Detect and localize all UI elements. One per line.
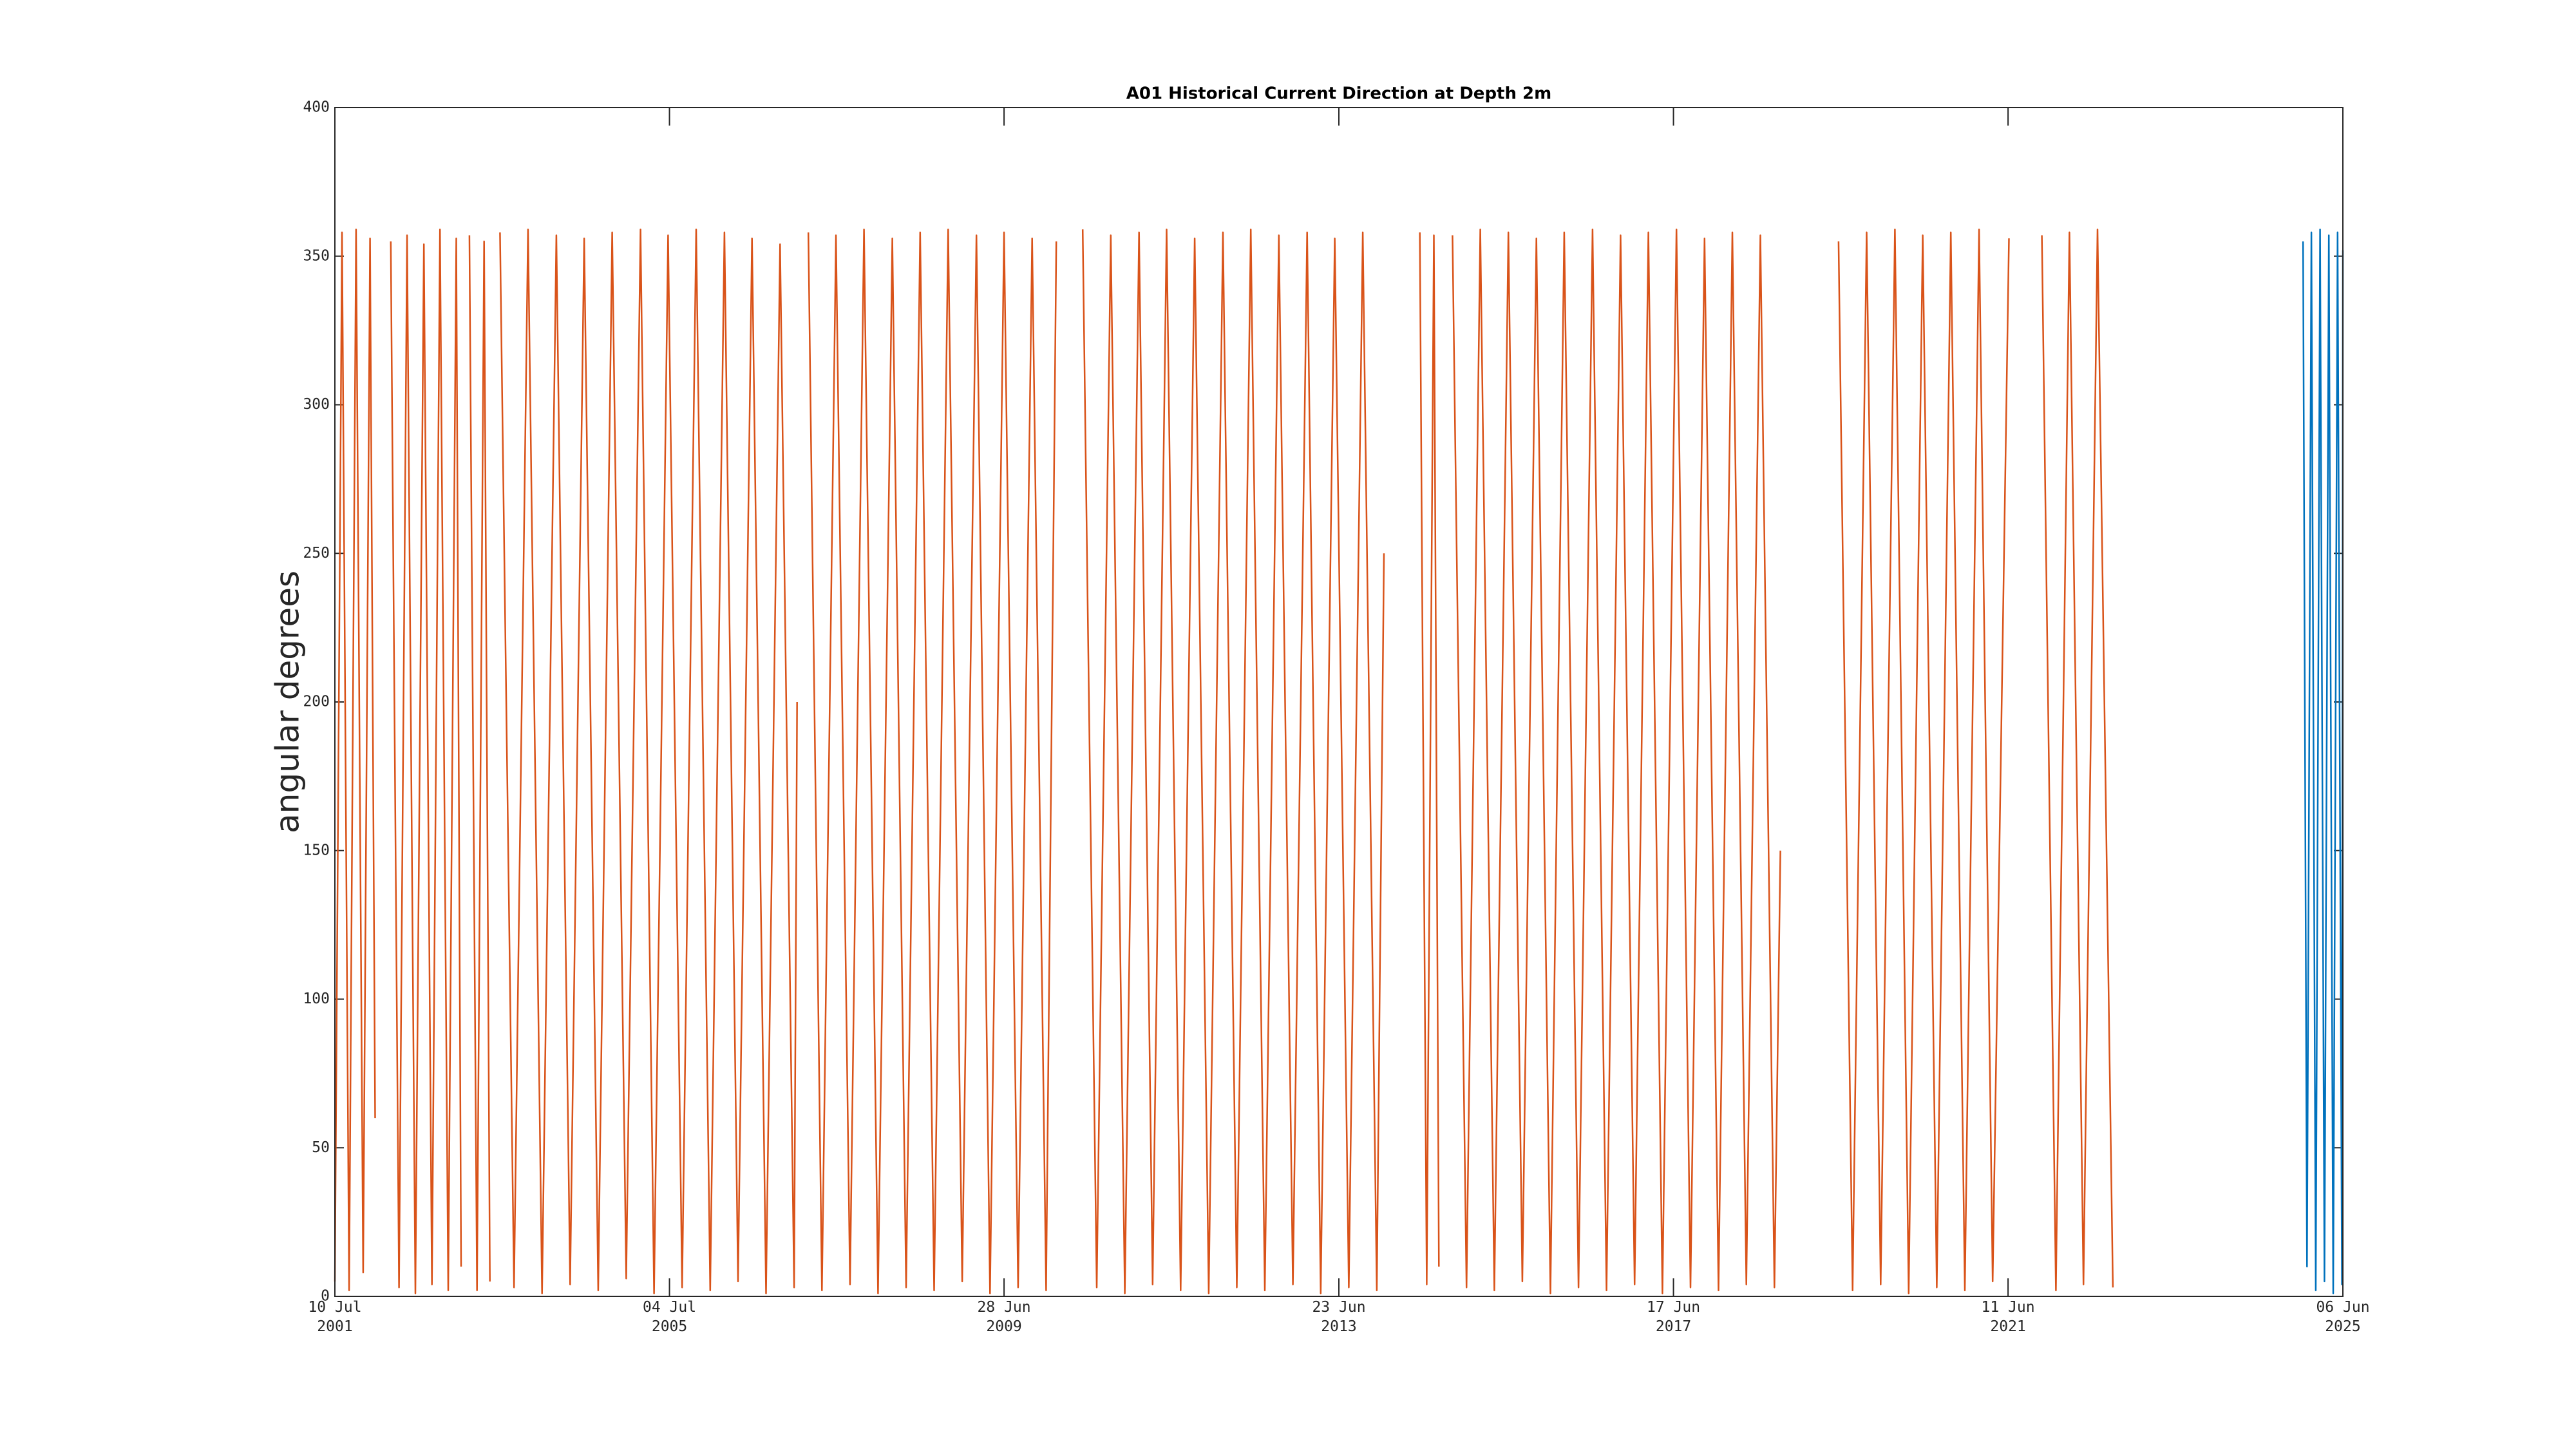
- data-line: [334, 228, 2114, 1294]
- y-tick-label: 200: [303, 694, 330, 710]
- y-tick-label: 150: [303, 842, 330, 858]
- data-line: [2302, 228, 2344, 1294]
- x-tick-label: 23 Jun 2013: [1312, 1299, 1366, 1335]
- x-tick-label: 06 Jun 2025: [2316, 1299, 2370, 1335]
- axes-box: [334, 107, 2344, 1297]
- x-tick-label: 11 Jun 2021: [1981, 1299, 2035, 1335]
- y-tick-label: 50: [312, 1139, 330, 1156]
- chart-title: A01 Historical Current Direction at Dept…: [1126, 84, 1551, 104]
- y-tick-label: 400: [303, 99, 330, 116]
- y-tick-label: 300: [303, 396, 330, 413]
- x-tick-label: 10 Jul 2001: [308, 1299, 362, 1335]
- y-axis-label: angular degrees: [269, 571, 307, 833]
- x-tick-label: 04 Jul 2005: [643, 1299, 697, 1335]
- y-tick-label: 0: [321, 1288, 330, 1305]
- y-tick-label: 350: [303, 247, 330, 264]
- y-tick-label: 250: [303, 545, 330, 562]
- x-tick-label: 28 Jun 2009: [977, 1299, 1031, 1335]
- x-tick-label: 17 Jun 2017: [1647, 1299, 1701, 1335]
- y-tick-label: 100: [303, 990, 330, 1007]
